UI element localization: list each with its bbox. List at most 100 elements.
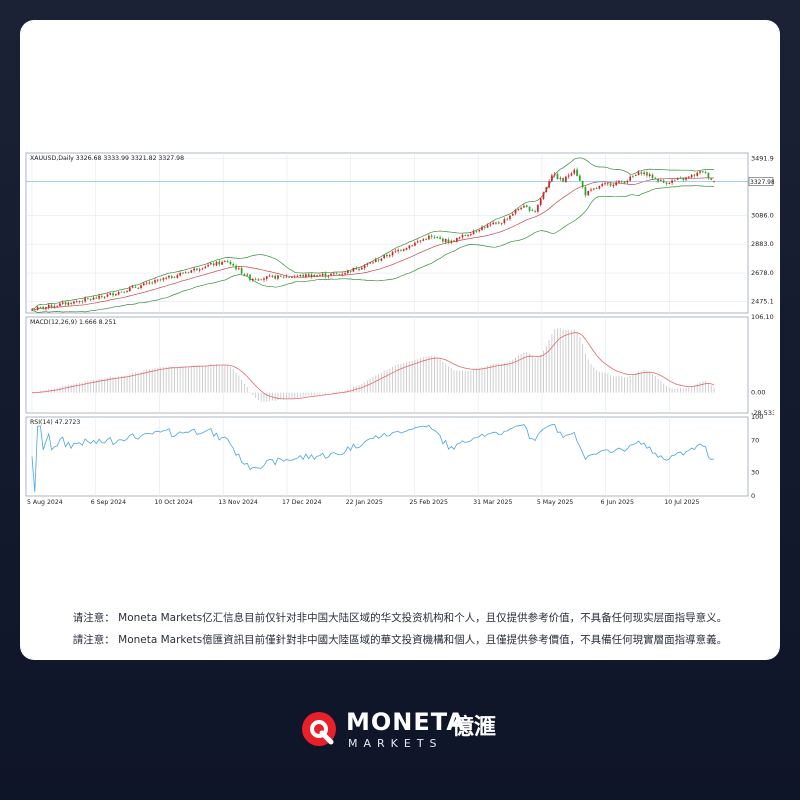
candle-body <box>64 302 67 305</box>
candle-body <box>98 295 100 299</box>
candle-body <box>467 234 469 236</box>
candle-body <box>559 178 562 179</box>
candle-body <box>165 277 167 279</box>
x-axis-label: 22 Jan 2025 <box>346 499 383 506</box>
x-axis-label: 6 Sep 2024 <box>91 499 126 506</box>
candle-body <box>112 293 114 296</box>
candle-body <box>643 172 645 174</box>
candle-body <box>204 266 207 269</box>
candle-body <box>646 172 648 176</box>
candle-body <box>545 187 548 193</box>
candle-body <box>685 177 687 180</box>
candle-body <box>243 274 246 276</box>
candle-body <box>212 263 215 266</box>
candle-body <box>668 182 671 184</box>
candle-body <box>75 301 78 303</box>
candle-body <box>632 176 634 177</box>
candle-body <box>388 255 391 257</box>
candle-body <box>422 239 425 241</box>
candle-body <box>570 173 573 176</box>
candle-body <box>251 279 254 281</box>
candle-body <box>674 179 676 181</box>
candle-body <box>556 173 559 180</box>
candle-body <box>117 291 120 295</box>
candle-body <box>145 282 148 284</box>
candle-body <box>50 304 53 308</box>
candle-body <box>352 267 355 272</box>
candle-body <box>142 283 145 286</box>
candle-body <box>696 172 699 176</box>
candle-body <box>358 269 360 270</box>
candle-body <box>47 304 50 308</box>
rsi-line <box>31 423 715 493</box>
price-tick-label: 2475.10 <box>751 298 774 306</box>
candle-body <box>478 229 481 232</box>
candle-body <box>416 241 419 243</box>
candle-body <box>458 237 461 239</box>
candle-body <box>226 261 229 263</box>
candle-body <box>232 263 235 266</box>
candle-body <box>386 254 388 257</box>
x-axis-label: 13 Nov 2024 <box>218 499 258 506</box>
candle-body <box>313 274 316 277</box>
candle-body <box>671 180 673 184</box>
candle-body <box>277 275 279 279</box>
candle-body <box>89 299 92 301</box>
candle-body <box>363 265 366 269</box>
logo-wordmark: MONETA <box>346 708 466 736</box>
candle-body <box>472 231 475 235</box>
candle-body <box>324 273 327 277</box>
candle-body <box>539 198 542 206</box>
candle-body <box>106 294 109 297</box>
price-tick-label: 3086.00 <box>751 212 774 220</box>
candle-body <box>39 306 42 308</box>
candle-body <box>268 275 271 277</box>
candle-body <box>701 171 704 173</box>
candle-body <box>612 184 615 187</box>
candle-body <box>327 275 330 277</box>
candle-body <box>651 174 654 179</box>
candle-body <box>662 180 665 183</box>
candle-body <box>279 275 282 277</box>
candle-body <box>562 178 564 182</box>
candle-body <box>168 275 170 278</box>
candle-body <box>148 282 151 284</box>
current-price-box <box>748 177 774 186</box>
candle-body <box>302 274 304 277</box>
candle-body <box>604 183 606 185</box>
candle-body <box>500 223 503 225</box>
candle-body <box>333 273 335 275</box>
candle-body <box>397 250 399 252</box>
candle-body <box>657 178 659 182</box>
candle-body <box>486 225 489 228</box>
candle-body <box>238 268 240 270</box>
candle-body <box>274 275 277 279</box>
candle-body <box>414 242 416 246</box>
candle-body <box>31 309 33 311</box>
candle-body <box>461 234 464 238</box>
candle-body <box>33 309 36 311</box>
candle-body <box>126 290 128 293</box>
x-axis-label: 10 Jul 2025 <box>664 499 699 506</box>
candle-body <box>713 181 715 183</box>
candle-body <box>296 276 299 277</box>
moneta-logo-icon <box>302 712 336 746</box>
x-axis-label: 17 Dec 2024 <box>282 499 322 506</box>
candle-body <box>84 298 86 302</box>
candle-body <box>215 261 218 266</box>
candle-body <box>95 297 98 299</box>
candle-body <box>369 262 372 264</box>
candle-body <box>271 275 274 277</box>
candle-body <box>542 192 545 199</box>
candle-body <box>137 287 140 289</box>
candle-body <box>140 285 142 289</box>
macd-tick-label: -28.533 <box>751 409 774 417</box>
candle-body <box>469 234 472 236</box>
x-axis-label: 5 May 2025 <box>537 499 573 506</box>
candle-body <box>109 293 112 295</box>
price-tick-label: 2678.05 <box>751 269 774 277</box>
candle-body <box>307 273 310 277</box>
candle-body <box>257 279 260 281</box>
candle-body <box>53 306 56 308</box>
candle-body <box>665 182 668 184</box>
